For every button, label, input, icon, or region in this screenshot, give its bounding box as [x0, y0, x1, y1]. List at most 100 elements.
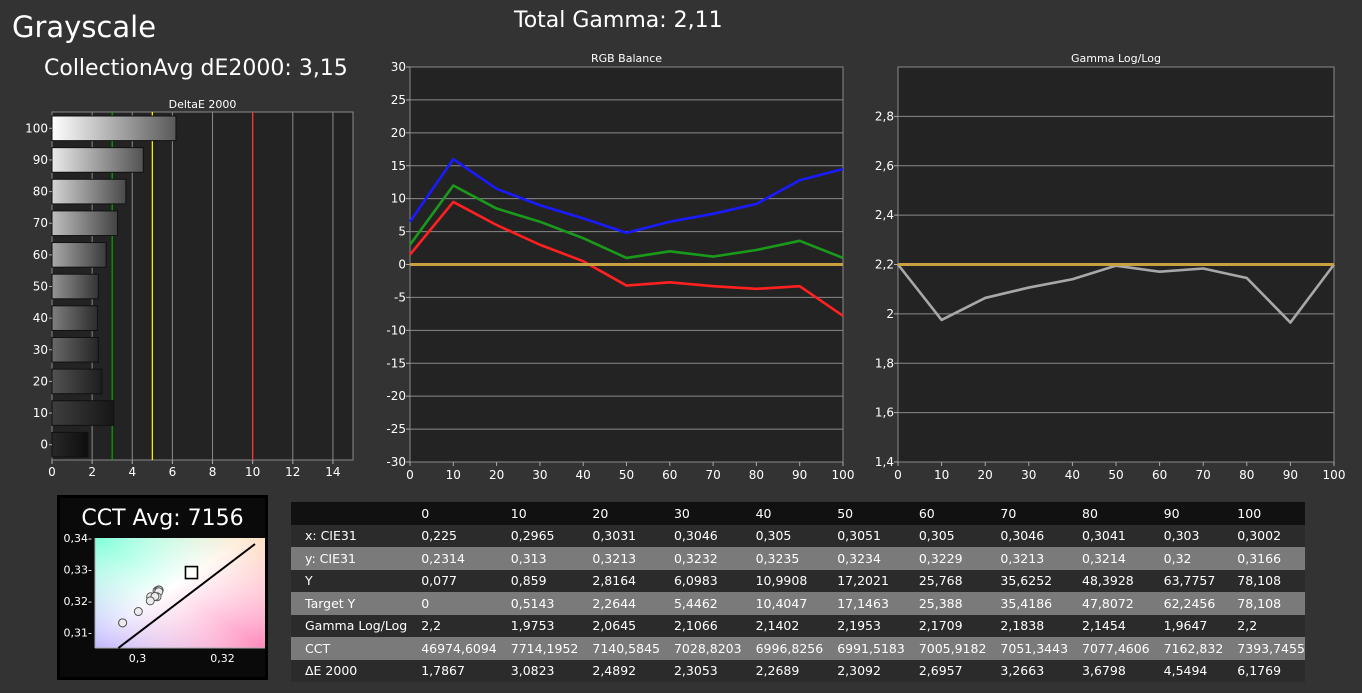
table-cell: 78,108 — [1237, 573, 1282, 589]
category-label: 60 — [33, 248, 48, 262]
x-tick-label: 50 — [1108, 468, 1123, 482]
table-cell: 3,6798 — [1082, 663, 1126, 679]
y-tick-label: 20 — [391, 126, 406, 140]
y-tick-label: -15 — [386, 356, 406, 370]
table-cell: 0,859 — [510, 573, 547, 589]
x-tick-label: 90 — [792, 468, 807, 482]
table-row: y: CIE31 0,2314 0,313 0,3213 0,3232 0,3235 0,3… — [291, 547, 1305, 570]
table-cell: 6991,5183 — [837, 640, 905, 656]
table-header-cell: 10 — [510, 505, 527, 521]
x-tick-label: 20 — [978, 468, 993, 482]
cct-avg-label: CCT Avg: 7156 — [81, 506, 244, 531]
table-cell: 47,8072 — [1082, 595, 1134, 611]
category-label: 0 — [40, 438, 48, 452]
y-tick-label: -30 — [386, 455, 406, 469]
cct-point — [118, 618, 128, 628]
table-cell: 0,2314 — [421, 550, 465, 566]
chart-title: RGB Balance — [591, 52, 662, 65]
table-cell: 0,3213 — [592, 550, 637, 566]
measurement-table: 0 10 20 30 40 50 60 70 80 90 100 x: CIE31 0,225 0,29… — [291, 502, 1305, 682]
table-cell: 0,3051 — [837, 528, 881, 544]
x-tick-label: 6 — [169, 465, 177, 479]
y-tick-label: 0 — [398, 258, 406, 272]
table-cell: 6,1769 — [1237, 663, 1282, 679]
x-tick-label: 40 — [576, 468, 591, 482]
x-tick-label: 50 — [619, 468, 634, 482]
x-tick-label: 10 — [245, 465, 260, 479]
table-cell: 2,2644 — [592, 595, 637, 611]
table-header-cell: 60 — [918, 505, 935, 521]
table-cell: 2,1709 — [918, 618, 963, 634]
cct-y-tick-label: 0,31- — [64, 626, 92, 639]
row-label: Y — [305, 573, 313, 589]
table-cell: 0,303 — [1163, 528, 1200, 544]
table-cell: 1,7867 — [421, 663, 465, 679]
bar — [51, 210, 119, 237]
y-tick-label: -10 — [386, 323, 406, 337]
table-cell: 3,2663 — [1000, 663, 1045, 679]
category-label: 20 — [33, 374, 48, 388]
cct-background-overlay — [95, 538, 265, 648]
table-cell: 6,0983 — [673, 573, 718, 589]
category-label: 100 — [25, 121, 48, 135]
y-tick-label: 2,8 — [875, 109, 894, 123]
row-label: x: CIE31 — [305, 528, 357, 544]
row-label: CCT — [305, 640, 331, 656]
table-cell: 7051,3443 — [1000, 640, 1069, 656]
table-cell: 0,3046 — [1000, 528, 1045, 544]
row-label: ΔE 2000 — [305, 663, 358, 679]
x-tick-label: 12 — [285, 465, 300, 479]
table-cell: 7077,4606 — [1082, 640, 1150, 656]
cct-panel: CCT Avg: 7156 0,31- 0,32- 0,33- 0,34- 0,3 0,3… — [57, 495, 268, 680]
table-cell: 63,7757 — [1163, 573, 1216, 589]
series-line-blue — [408, 157, 844, 235]
cct-point — [145, 596, 155, 606]
table-cell: 0 — [421, 595, 430, 611]
bar — [51, 400, 115, 426]
y-tick-label: -25 — [386, 422, 406, 436]
table-cell: 7140,5845 — [592, 640, 660, 656]
table-cell: 0,3229 — [918, 550, 963, 566]
table-cell: 46974,6094 — [421, 640, 497, 656]
table-cell: 7028,8203 — [673, 640, 742, 656]
cct-y-tick-label: 0,33- — [64, 563, 92, 576]
table-row: Gamma Log/Log 2,2 1,9753 2,0645 2,1066 2,1402… — [291, 614, 1305, 637]
x-tick-label: 20 — [489, 468, 504, 482]
y-tick-label: 2 — [886, 307, 894, 321]
x-tick-label: 30 — [1021, 468, 1036, 482]
collection-avg-de: CollectionAvg dE2000: 3,15 — [44, 56, 348, 81]
table-cell: 2,1953 — [837, 618, 881, 634]
table-cell: 2,1402 — [755, 618, 800, 634]
table-cell: 17,1463 — [837, 595, 889, 611]
table-row: Target Y 0 0,5143 2,2644 5,4462 10,4047 17,146… — [291, 592, 1305, 615]
cct-y-tick-label: 0,34- — [64, 532, 92, 545]
table-cell: 0,077 — [421, 573, 457, 589]
table-row: CCT 46974,6094 7714,1952 7140,5845 7028,8203… — [291, 637, 1305, 660]
x-tick-label: 0 — [406, 468, 414, 482]
table-cell: 1,9753 — [510, 618, 555, 634]
cct-y-tick-label: 0,32- — [64, 595, 92, 608]
bar — [51, 147, 144, 173]
table-cell: 2,2689 — [755, 663, 800, 679]
bar — [51, 336, 99, 363]
y-tick-label: 5 — [398, 225, 406, 239]
total-gamma: Total Gamma: 2,11 — [514, 8, 723, 33]
x-tick-label: 80 — [749, 468, 764, 482]
y-tick-label: 25 — [391, 93, 406, 107]
table-header-cell: 70 — [1000, 505, 1017, 521]
table-cell: 17,2021 — [837, 573, 889, 589]
x-tick-label: 100 — [1323, 468, 1346, 482]
row-label: y: CIE31 — [305, 550, 356, 566]
table-cell: 78,108 — [1237, 595, 1282, 611]
table-cell: 0,313 — [510, 550, 547, 566]
bar — [51, 305, 99, 331]
x-tick-label: 60 — [1152, 468, 1167, 482]
table-cell: 48,3928 — [1082, 573, 1134, 589]
table-cell: 2,1066 — [673, 618, 718, 634]
table-cell: 0,305 — [918, 528, 955, 544]
table-row: ΔE 2000 1,7867 3,0823 2,4892 2,3053 2,2689 2,3… — [291, 659, 1305, 682]
table-cell: 35,6252 — [1000, 573, 1053, 589]
table-cell: 4,5494 — [1163, 663, 1208, 679]
y-tick-label: -5 — [394, 290, 406, 304]
